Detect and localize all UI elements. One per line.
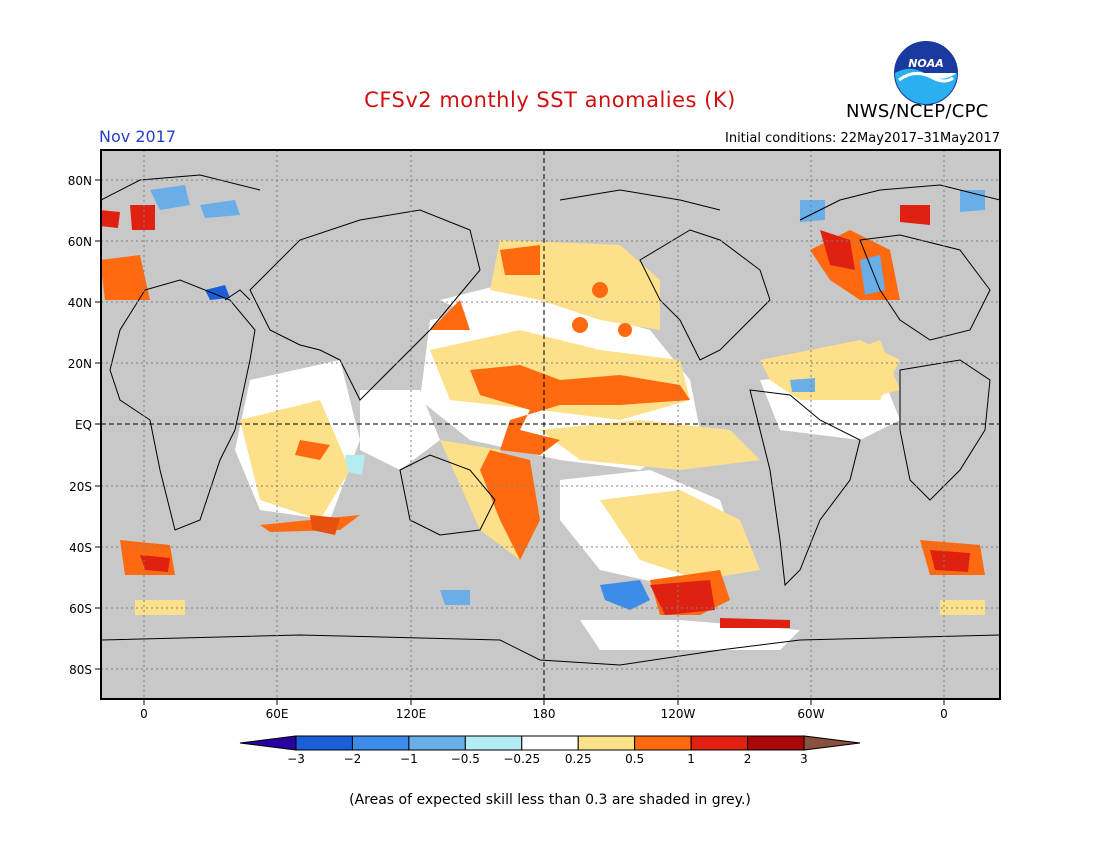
colorbar-segment	[747, 735, 805, 751]
noaa-logo: NOAA	[894, 41, 958, 105]
lon-label: 0	[940, 707, 948, 721]
lat-label: 40N	[68, 296, 92, 310]
lat-label: EQ	[75, 418, 92, 432]
longitude-labels: 0 60E 120E 180 120W 60W 0	[140, 707, 948, 721]
lat-label: 40S	[69, 541, 92, 555]
colorbar-segment	[521, 735, 579, 751]
initial-conditions: Initial conditions: 22May2017–31May2017	[725, 131, 1000, 146]
agency-label: NWS/NCEP/CPC	[846, 101, 989, 122]
chart-title: CFSv2 monthly SST anomalies (K)	[364, 88, 736, 112]
lon-label: 60E	[266, 707, 289, 721]
lon-label: 180	[533, 707, 556, 721]
colorbar-label: 2	[744, 752, 752, 766]
lat-label: 80N	[68, 174, 92, 188]
colorbar-arrow-low	[239, 735, 297, 751]
colorbar-label: −0.5	[451, 752, 480, 766]
colorbar-label: −1	[400, 752, 418, 766]
colorbar-segment	[690, 735, 749, 751]
svg-text:NOAA: NOAA	[908, 57, 944, 70]
colorbar-segment	[634, 735, 692, 751]
lon-label: 0	[140, 707, 148, 721]
colorbar: −3 −2 −1 −0.5 −0.25 0.25 0.5 1 2 3	[239, 735, 861, 766]
lon-label: 60W	[797, 707, 824, 721]
colorbar-label: −3	[287, 752, 305, 766]
colorbar-segment	[408, 735, 466, 751]
lat-label: 60N	[68, 235, 92, 249]
coastlines	[101, 174, 1000, 666]
colorbar-segment	[577, 735, 636, 751]
sst-anomaly-map: 80N 60N 40N 20N EQ 20S 40S 60S 80S 0 60E…	[68, 149, 1001, 766]
tick-marks	[95, 179, 945, 705]
forecast-month: Nov 2017	[99, 127, 177, 146]
colorbar-label: 3	[800, 752, 808, 766]
graticule	[101, 150, 1000, 699]
colorbar-label: 1	[687, 752, 695, 766]
lon-label: 120W	[661, 707, 696, 721]
reference-lines	[101, 150, 1000, 699]
lat-label: 80S	[69, 663, 92, 677]
lat-label: 20S	[69, 480, 92, 494]
anomaly-fields	[101, 185, 985, 650]
colorbar-segment	[464, 735, 523, 751]
latitude-labels: 80N 60N 40N 20N EQ 20S 40S 60S 80S	[68, 174, 92, 677]
lat-label: 20N	[68, 357, 92, 371]
colorbar-label: 0.5	[625, 752, 644, 766]
colorbar-segment	[295, 735, 353, 751]
colorbar-label: −2	[344, 752, 362, 766]
lon-label: 120E	[396, 707, 427, 721]
lat-label: 60S	[69, 602, 92, 616]
skill-footnote: (Areas of expected skill less than 0.3 a…	[349, 792, 751, 808]
colorbar-segment	[351, 735, 410, 751]
colorbar-label: −0.25	[503, 752, 540, 766]
colorbar-label: 0.25	[565, 752, 592, 766]
colorbar-arrow-high	[803, 735, 861, 751]
